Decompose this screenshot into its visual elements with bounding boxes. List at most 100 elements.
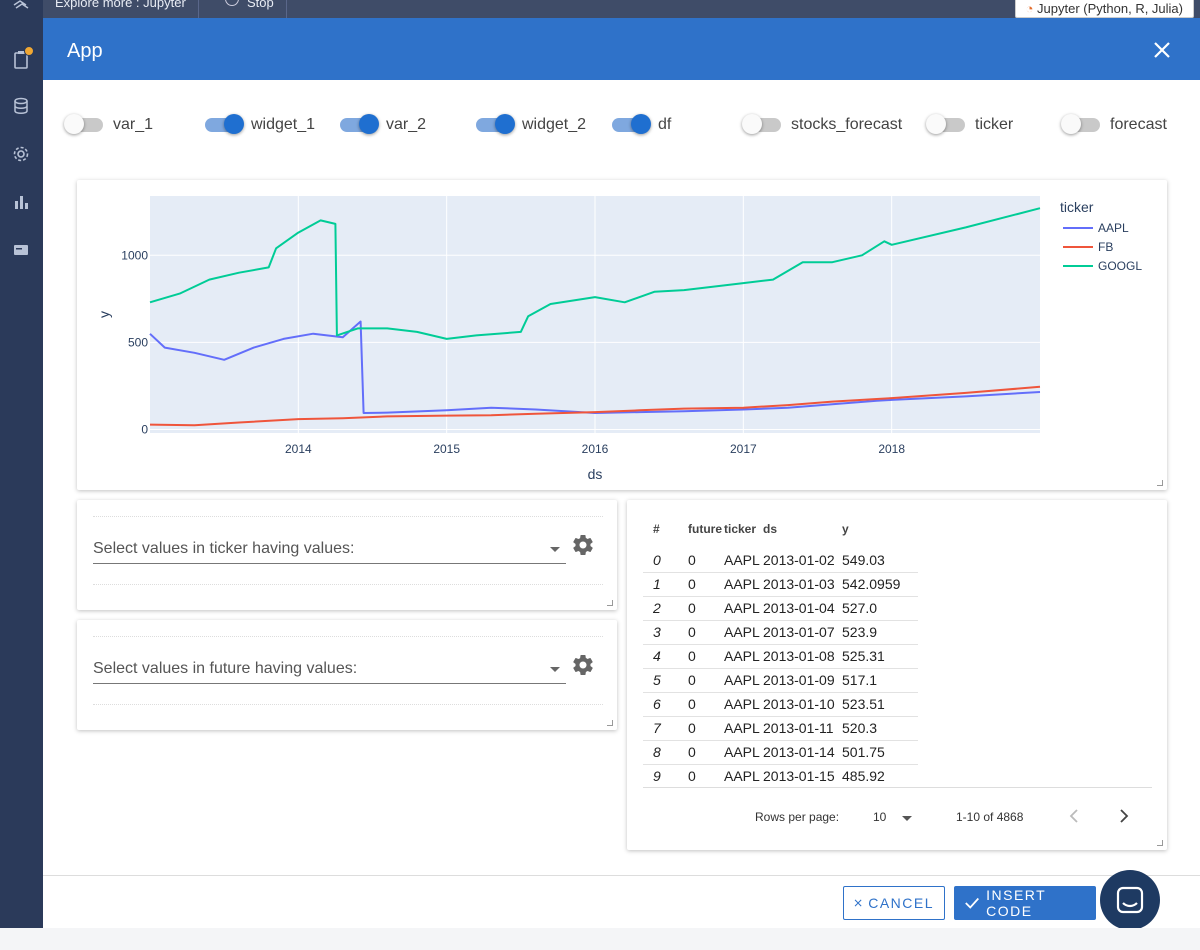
table-cell: AAPL: [724, 740, 763, 765]
table-cell: 517.1: [842, 668, 918, 693]
table-row: 7 0 AAPL 2013-01-11 520.3: [643, 716, 918, 741]
gear-icon[interactable]: [571, 533, 595, 557]
switch[interactable]: [476, 114, 515, 134]
dataframe-table: # future ticker ds y 0 0 AAPL 2013-01-02 549…: [643, 522, 918, 788]
chat-launcher-button[interactable]: [1100, 870, 1160, 930]
tab-explore[interactable]: Explore more : Jupyter: [43, 0, 199, 18]
database-icon[interactable]: [11, 96, 31, 116]
table-cell: 0: [688, 572, 724, 597]
column-header[interactable]: future: [688, 522, 722, 536]
table-cell: 7: [643, 716, 688, 741]
stop-button[interactable]: Stop: [213, 0, 287, 18]
line-chart[interactable]: 2014 2015 2016 2017 2018 0 500 1000 ds y ticker AAP…: [77, 180, 1167, 490]
card-icon[interactable]: [11, 240, 31, 260]
toggle-widget-2[interactable]: widget_2: [476, 114, 586, 136]
toggle-var-2[interactable]: var_2: [340, 114, 426, 136]
filter-placeholder: Select values in future having values:: [93, 660, 358, 677]
switch[interactable]: [742, 114, 781, 134]
switch[interactable]: [64, 114, 103, 134]
toggle-label: stocks_forecast: [791, 116, 903, 133]
switch[interactable]: [926, 114, 965, 134]
table-row: 2 0 AAPL 2013-01-04 527.0: [643, 596, 918, 621]
resize-handle[interactable]: [607, 600, 613, 606]
table-cell: 2013-01-15: [763, 768, 835, 785]
column-header[interactable]: #: [653, 522, 660, 536]
insert-code-label: INSERT CODE: [986, 887, 1046, 919]
table-cell: 4: [643, 644, 688, 669]
chevron-down-icon[interactable]: [902, 816, 912, 821]
top-strip: Explore more : Jupyter Stop ◔ Jupyter (P…: [43, 0, 1200, 18]
chat-icon: [1116, 886, 1144, 914]
y-tick-label: 1000: [121, 248, 148, 262]
table-row: 3 0 AAPL 2013-01-07 523.9: [643, 620, 918, 645]
table-cell: AAPL: [724, 572, 763, 597]
chevron-right-icon[interactable]: [1114, 806, 1134, 826]
variable-toggles: var_1 widget_1 var_2 widget_2 df stocks_…: [64, 114, 1187, 136]
logo-icon[interactable]: [11, 0, 31, 14]
toggle-stocks-forecast[interactable]: stocks_forecast: [742, 114, 903, 136]
table-cell: 2013-01-10: [763, 692, 842, 717]
x-axis-label: ds: [588, 466, 603, 482]
gear-icon[interactable]: [11, 144, 31, 164]
table-row: 1 0 AAPL 2013-01-03 542.0959: [643, 572, 918, 597]
chart-card: 2014 2015 2016 2017 2018 0 500 1000 ds y ticker AAP…: [77, 180, 1167, 490]
table-row: 8 0 AAPL 2013-01-14 501.75: [643, 740, 918, 765]
kernel-selector[interactable]: ◔ Jupyter (Python, R, Julia): [1014, 0, 1194, 18]
toggle-df[interactable]: df: [612, 114, 671, 136]
future-filter-select[interactable]: Select values in future having values:: [93, 658, 566, 684]
chevron-left-icon[interactable]: [1064, 806, 1084, 826]
table-cell: AAPL: [724, 548, 763, 573]
table-cell: AAPL: [724, 596, 763, 621]
sidebar: [0, 0, 43, 928]
toggle-label: ticker: [975, 116, 1014, 133]
table-cell: 2013-01-11: [763, 716, 842, 741]
toggle-var-1[interactable]: var_1: [64, 114, 153, 136]
series-line-fb: [149, 385, 1041, 427]
series-line-googl: [149, 207, 1041, 340]
toggle-forecast[interactable]: forecast: [1061, 114, 1167, 136]
switch[interactable]: [612, 114, 651, 134]
table-cell: 0: [688, 692, 724, 717]
table-cell: 2013-01-03: [763, 572, 842, 597]
toggle-widget-1[interactable]: widget_1: [205, 114, 315, 136]
table-cell: AAPL: [724, 644, 763, 669]
switch[interactable]: [340, 114, 379, 134]
toggle-label: df: [658, 116, 672, 133]
stop-label: Stop: [247, 0, 274, 10]
file-icon[interactable]: [11, 46, 34, 70]
table-cell: 6: [643, 692, 688, 717]
table-cell: AAPL: [724, 620, 763, 645]
rows-per-page-select[interactable]: 10: [873, 810, 887, 824]
dialog-title: App: [67, 40, 103, 62]
close-icon[interactable]: [1148, 36, 1176, 64]
dialog-header: App: [43, 18, 1200, 80]
toggle-label: var_2: [386, 116, 427, 133]
toggle-label: forecast: [1110, 116, 1167, 133]
insert-code-button[interactable]: INSERT CODE: [954, 886, 1096, 920]
dataframe-card: # future ticker ds y 0 0 AAPL 2013-01-02 549…: [627, 500, 1167, 850]
cancel-label: CANCEL: [868, 895, 934, 911]
table-cell: 0: [643, 548, 688, 573]
ticker-filter-select[interactable]: Select values in ticker having values:: [93, 538, 566, 564]
resize-handle[interactable]: [607, 720, 613, 726]
table-cell: 0: [688, 548, 724, 573]
resize-handle[interactable]: [1157, 840, 1163, 846]
toggle-label: widget_1: [251, 116, 316, 133]
table-cell: 0: [688, 620, 724, 645]
switch[interactable]: [1061, 114, 1100, 134]
legend-entry: GOOGL: [1098, 259, 1142, 273]
cancel-button[interactable]: CANCEL: [843, 886, 945, 920]
check-icon: [965, 897, 979, 909]
column-header[interactable]: ds: [763, 522, 778, 536]
resize-handle[interactable]: [1157, 480, 1163, 486]
table-row: 4 0 AAPL 2013-01-08 525.31: [643, 644, 918, 669]
column-header[interactable]: y: [842, 522, 849, 536]
y-axis-label: y: [96, 311, 112, 318]
column-header[interactable]: ticker: [724, 522, 757, 536]
toggle-ticker[interactable]: ticker: [926, 114, 1014, 136]
switch[interactable]: [205, 114, 244, 134]
bar-chart-icon[interactable]: [11, 192, 31, 212]
table-cell: AAPL: [724, 716, 763, 741]
gear-icon[interactable]: [571, 653, 595, 677]
legend-title: ticker: [1060, 199, 1094, 215]
